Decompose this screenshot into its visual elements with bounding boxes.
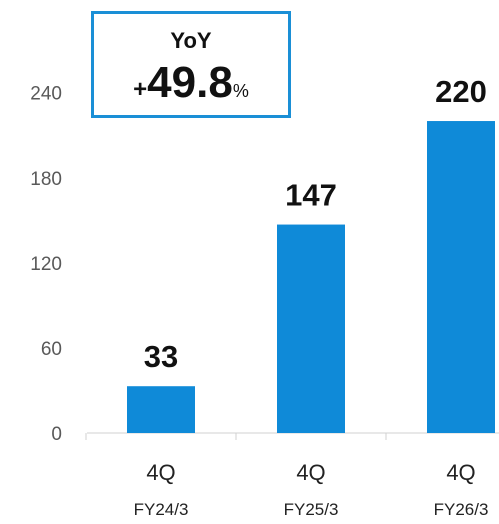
x-category-label: 4Q [296,460,325,485]
data-labels: 33 147 220 [144,74,487,374]
yoy-callout-box: YoY +49.8% [91,11,291,118]
yoy-sign: + [133,76,148,103]
yoy-unit: % [232,81,249,101]
y-tick-label: 180 [30,169,62,190]
x-fiscal-year-label: FY26/3 [434,500,489,519]
yoy-number: 49.8 [147,58,233,107]
bar [277,224,345,433]
bar [127,386,195,433]
bar [427,121,495,433]
x-axis-labels: 4Q FY24/3 4Q FY25/3 4Q FY26/3 [134,460,489,519]
y-tick-label: 60 [41,339,62,360]
yoy-value: +49.8% [94,58,288,108]
x-category-label: 4Q [446,460,475,485]
y-axis-ticks: 0 60 120 180 240 [30,84,62,445]
y-tick-label: 120 [30,254,62,275]
x-fiscal-year-label: FY24/3 [134,500,189,519]
bars [127,121,495,433]
yoy-title: YoY [170,28,212,53]
data-label: 33 [144,339,178,374]
y-tick-label: 0 [51,424,62,445]
x-category-label: 4Q [146,460,175,485]
data-label: 147 [285,178,337,213]
data-label: 220 [435,74,487,109]
x-fiscal-year-label: FY25/3 [284,500,339,519]
x-axis-tick-marks [85,433,387,440]
y-tick-label: 240 [30,84,62,105]
